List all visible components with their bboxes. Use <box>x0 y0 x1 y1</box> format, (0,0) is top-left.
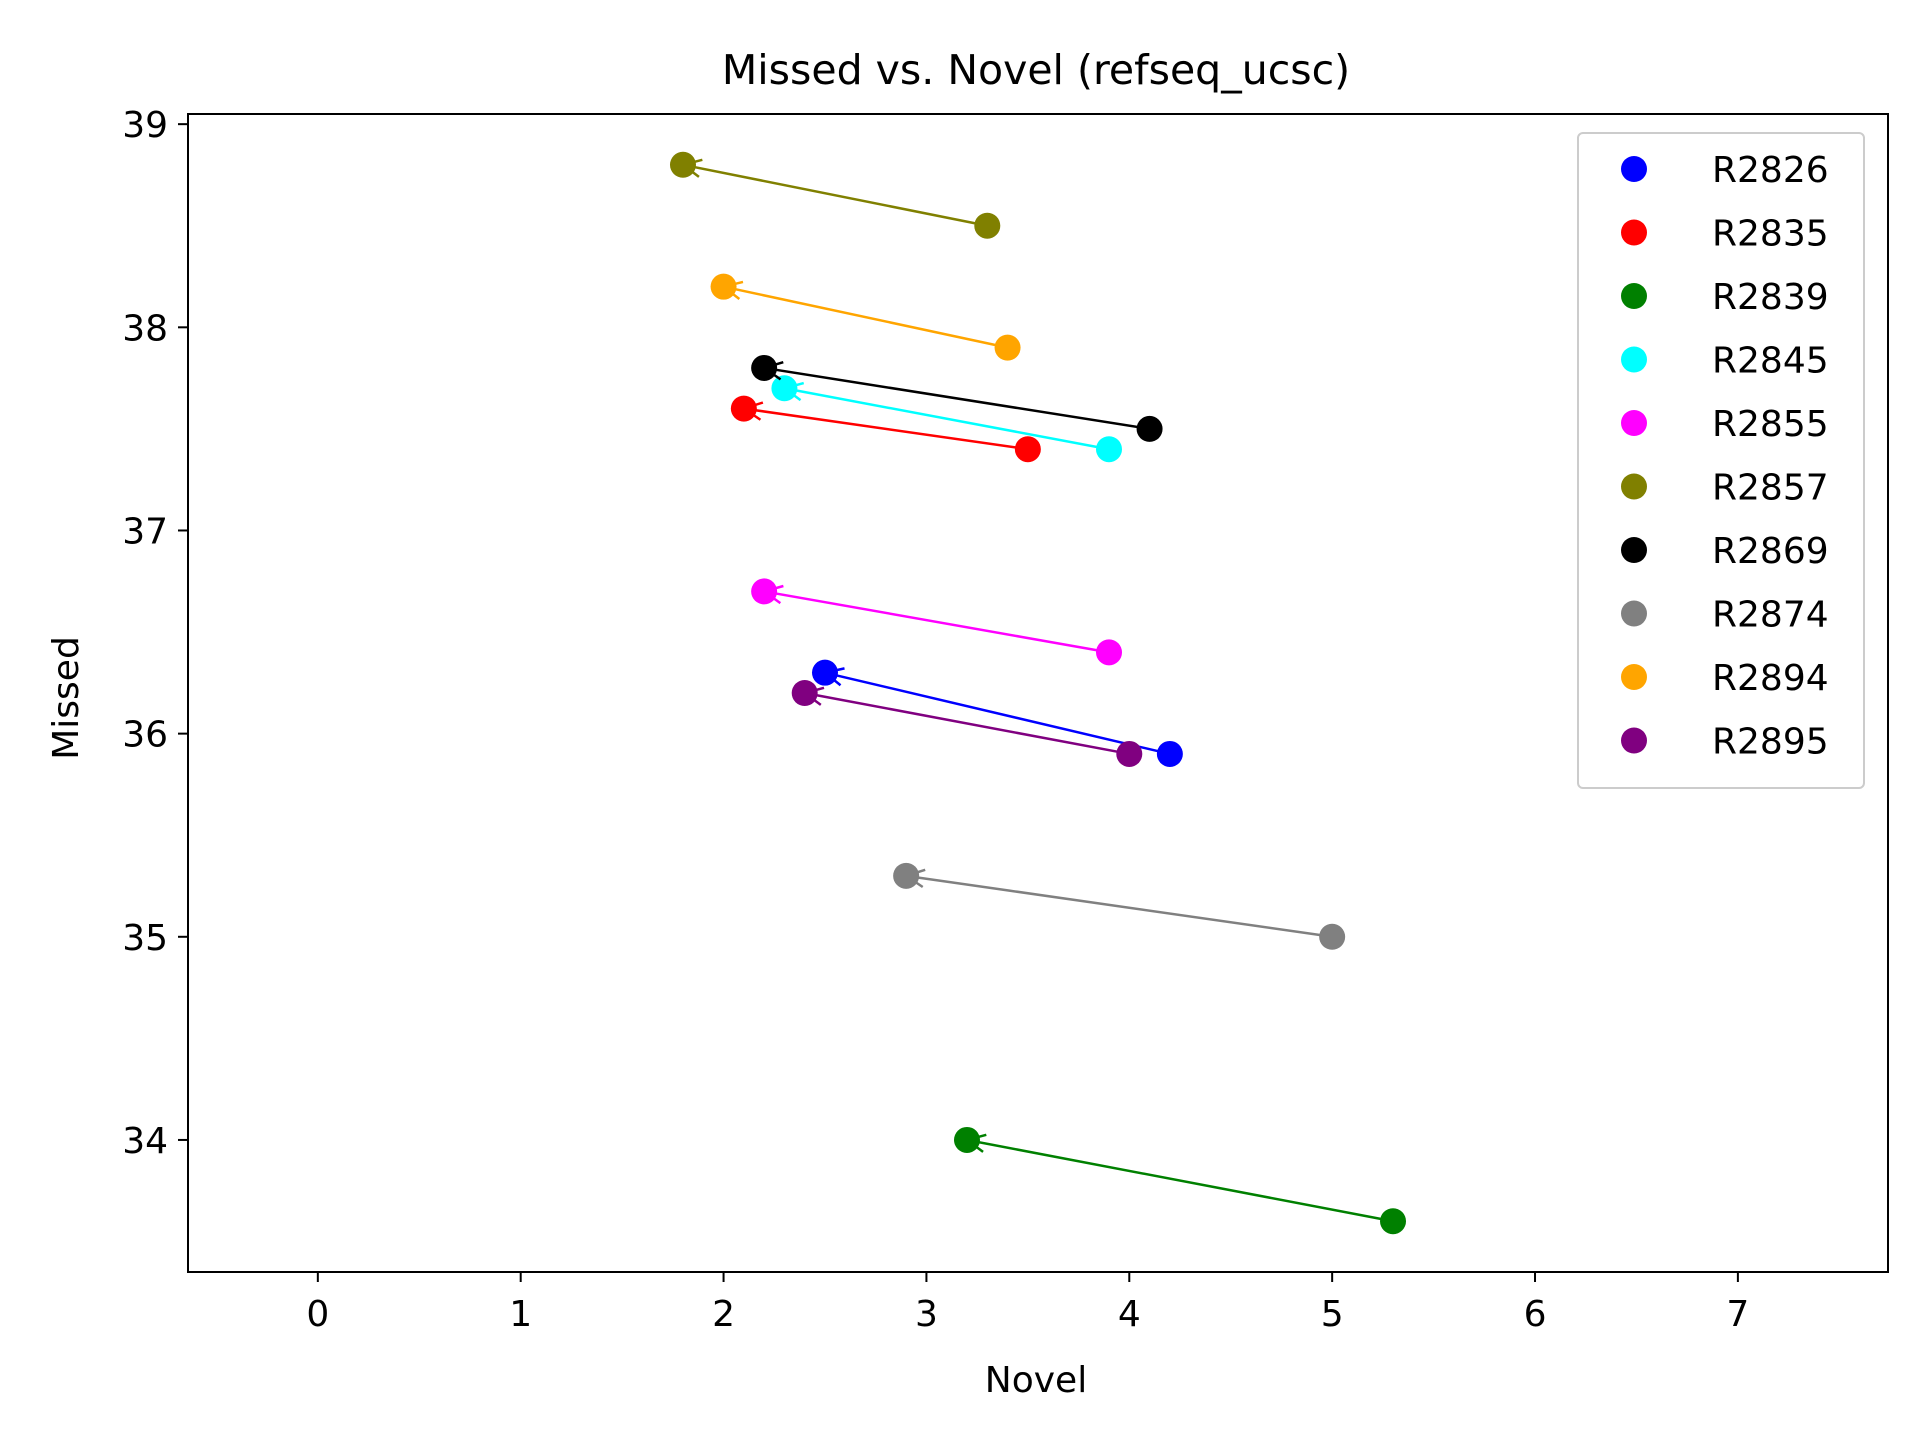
y-tick-label: 36 <box>122 715 168 756</box>
arrow-line <box>905 874 1333 939</box>
x-tick-label: 1 <box>509 1294 532 1335</box>
x-tick-label: 3 <box>915 1294 938 1335</box>
legend-marker <box>1621 600 1647 627</box>
legend: R2826 R2835 R2839 R2845 R2855 R2857 R2869 R2874… <box>1577 132 1865 789</box>
y-tick-label: 37 <box>122 511 168 552</box>
arrow-line <box>824 671 1171 756</box>
arrow-line <box>966 1138 1394 1223</box>
legend-label: R2845 <box>1712 341 1829 382</box>
legend-marker <box>1621 156 1647 182</box>
data-point-start <box>1014 436 1041 463</box>
x-tick-label: 5 <box>1321 1294 1344 1335</box>
data-point-end <box>751 354 778 381</box>
data-point-end <box>710 273 737 300</box>
legend-marker <box>1621 473 1647 500</box>
arrow-line <box>743 407 1029 451</box>
x-axis-label: Novel <box>985 1360 1087 1401</box>
data-point-end <box>893 862 920 889</box>
y-tick-label: 39 <box>122 105 168 146</box>
legend-label: R2894 <box>1712 658 1829 699</box>
data-point-start <box>1136 415 1163 442</box>
arrow-line <box>723 285 1008 349</box>
legend-label: R2874 <box>1712 595 1829 636</box>
data-point-end <box>791 680 818 706</box>
data-point-start <box>994 334 1021 361</box>
arrow-line <box>763 366 1150 431</box>
data-point-end <box>730 395 757 422</box>
data-point-end <box>669 151 696 178</box>
x-tick-label: 6 <box>1524 1294 1547 1335</box>
chart-marks <box>669 151 1407 1235</box>
x-tick-label: 0 <box>306 1294 329 1335</box>
x-tick-label: 7 <box>1726 1294 1749 1335</box>
legend-label: R2869 <box>1712 531 1829 572</box>
plot-area-frame <box>187 113 1889 1273</box>
data-point-end <box>811 659 838 686</box>
legend-marker <box>1621 219 1647 246</box>
data-point-start <box>1319 923 1346 950</box>
chart-title: Missed vs. Novel (refseq_ucsc) <box>722 46 1350 94</box>
y-tick-label: 38 <box>122 308 168 349</box>
x-axis: 0 1 2 3 4 5 6 7 <box>306 1272 1749 1335</box>
data-point-end <box>771 375 798 402</box>
legend-marker <box>1621 346 1647 373</box>
legend-label: R2895 <box>1712 722 1829 763</box>
legend-marker <box>1621 410 1647 436</box>
x-tick-label: 2 <box>712 1294 735 1335</box>
data-point-start <box>1380 1208 1407 1235</box>
legend-marker <box>1621 283 1647 309</box>
data-point-start <box>1096 639 1123 666</box>
y-axis: 34 35 36 37 38 39 <box>122 105 188 1162</box>
data-point-start <box>1116 740 1143 767</box>
arrow-line <box>784 387 1110 451</box>
legend-box <box>1577 132 1865 789</box>
legend-label: R2826 <box>1712 150 1829 191</box>
y-tick-label: 35 <box>122 918 168 959</box>
legend-marker <box>1621 727 1647 754</box>
data-point-start <box>974 212 1001 239</box>
arrow-line <box>682 163 988 227</box>
legend-label: R2857 <box>1712 468 1829 509</box>
legend-label: R2835 <box>1712 214 1829 255</box>
arrow-line <box>763 590 1110 654</box>
x-tick-label: 4 <box>1118 1294 1141 1335</box>
legend-marker <box>1621 664 1647 690</box>
data-point-start <box>1096 436 1123 463</box>
data-point-end <box>953 1126 980 1153</box>
y-tick-label: 34 <box>122 1121 168 1162</box>
y-axis-label: Missed <box>46 636 87 760</box>
legend-marker <box>1621 537 1647 563</box>
legend-label: R2855 <box>1712 404 1829 445</box>
legend-label: R2839 <box>1712 277 1829 318</box>
arrow-line <box>804 691 1130 756</box>
data-point-end <box>751 578 778 605</box>
data-point-start <box>1156 740 1183 767</box>
